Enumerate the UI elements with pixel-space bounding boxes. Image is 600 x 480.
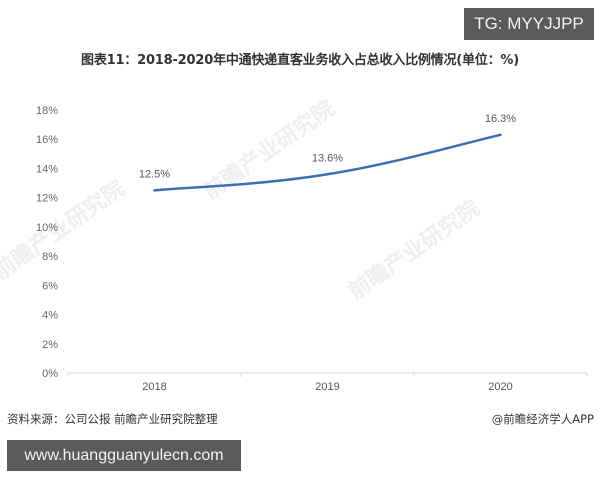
series-line [153,133,502,192]
source-note: 资料来源：公司公报 前瞻产业研究院整理 [7,412,218,426]
line-chart: 前瞻产业研究院 前瞻产业研究院 前瞻产业研究院 0% 2% 4% 6% 8% 10% 12%… [0,95,588,393]
watermark-text-1: 前瞻产业研究院 [199,95,340,205]
y-tick-label: 0% [42,368,58,380]
y-tick-label: 6% [42,280,58,292]
y-tick-label: 18% [36,105,58,117]
url-badge: www.huangguanyulecn.com [7,440,241,471]
y-axis: 0% 2% 4% 6% 8% 10% 12% 14% 16% 18% [36,105,58,380]
chart-title: 图表11：2018-2020年中通快递直客业务收入占总收入比例情况(单位：%) [81,53,519,68]
y-tick-label: 4% [42,310,58,322]
x-tick-label: 2020 [488,381,512,393]
watermark-text-2: 前瞻产业研究院 [344,195,485,305]
y-tick-label: 10% [36,222,58,234]
data-label: 13.6% [312,152,343,164]
x-tick-label: 2019 [315,381,339,393]
credit-note: @前瞻经济学人APP [491,412,594,426]
y-tick-label: 12% [36,193,58,205]
x-axis: 2018 2019 2020 [67,373,588,393]
y-tick-label: 14% [36,163,58,175]
y-tick-label: 2% [42,339,58,351]
watermark-text-3: 前瞻产业研究院 [0,175,130,285]
tg-badge: TG: MYYJJPP [464,8,594,40]
data-label: 16.3% [485,113,516,125]
data-labels: 12.5% 13.6% 16.3% [139,113,516,181]
watermark: 前瞻产业研究院 前瞻产业研究院 前瞻产业研究院 [0,95,485,305]
data-label: 12.5% [139,168,170,180]
x-tick-label: 2018 [142,381,166,393]
y-tick-label: 16% [36,134,58,146]
y-tick-label: 8% [42,251,58,263]
